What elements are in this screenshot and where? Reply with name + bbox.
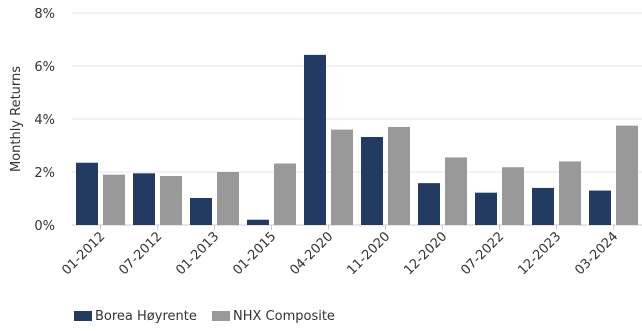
bar-nhx-composite-04-2020 [331,129,353,225]
bar-borea-h-yrente-12-2020 [418,183,440,225]
legend-label: Borea Høyrente [95,309,197,324]
x-tick-label: 03-2024 [572,229,621,278]
y-axis-title: Monthly Returns [9,66,24,172]
x-tick-label: 01-2015 [230,229,279,278]
x-tick-label: 12-2020 [401,229,450,278]
y-tick-label: 4% [34,113,55,128]
bar-nhx-composite-01-2012 [103,174,125,225]
x-tick-label: 07-2012 [116,229,165,278]
bar-borea-h-yrente-01-2012 [76,162,98,225]
x-axis-ticks: 01-2012 07-2012 01-2013 01-2015 04-2020 11-20… [59,225,621,278]
bar-nhx-composite-01-2015 [274,163,296,225]
bar-borea-h-yrente-04-2020 [304,54,326,226]
x-tick-label: 01-2012 [59,229,108,278]
y-tick-label: 8% [34,7,55,22]
y-tick-label: 6% [34,60,55,75]
x-tick-label: 12-2023 [515,229,564,278]
bar-borea-h-yrente-01-2013 [190,197,212,225]
legend-swatch [74,311,92,321]
y-tick-label: 0% [34,219,55,234]
y-tick-label: 2% [34,166,55,181]
x-tick-label: 07-2022 [458,229,507,278]
bar-nhx-composite-07-2022 [502,167,524,225]
bar-nhx-composite-07-2012 [160,175,182,225]
bar-borea-h-yrente-07-2012 [133,173,155,225]
x-tick-label: 01-2013 [173,229,222,278]
bar-nhx-composite-01-2013 [217,172,239,225]
legend-label: NHX Composite [233,309,335,324]
bar-nhx-composite-12-2020 [445,157,467,225]
bar-nhx-composite-12-2023 [559,161,581,225]
bar-borea-h-yrente-12-2023 [532,187,554,225]
x-tick-label: 04-2020 [287,229,336,278]
bar-nhx-composite-11-2020 [388,126,410,225]
legend-item[interactable]: NHX Composite [212,309,335,324]
bars [76,54,638,226]
y-axis-ticks: 0% 2% 4% 6% 8% [34,7,55,234]
bar-borea-h-yrente-11-2020 [361,137,383,225]
legend-swatch [212,311,230,321]
legend-item[interactable]: Borea Høyrente [74,309,197,324]
legend: Borea Høyrente NHX Composite [74,309,335,324]
bar-borea-h-yrente-03-2024 [589,190,611,225]
gridlines [72,12,642,226]
bar-borea-h-yrente-01-2015 [247,219,269,225]
x-tick-label: 11-2020 [344,229,393,278]
bar-nhx-composite-03-2024 [616,125,638,225]
bar-borea-h-yrente-07-2022 [475,192,497,225]
